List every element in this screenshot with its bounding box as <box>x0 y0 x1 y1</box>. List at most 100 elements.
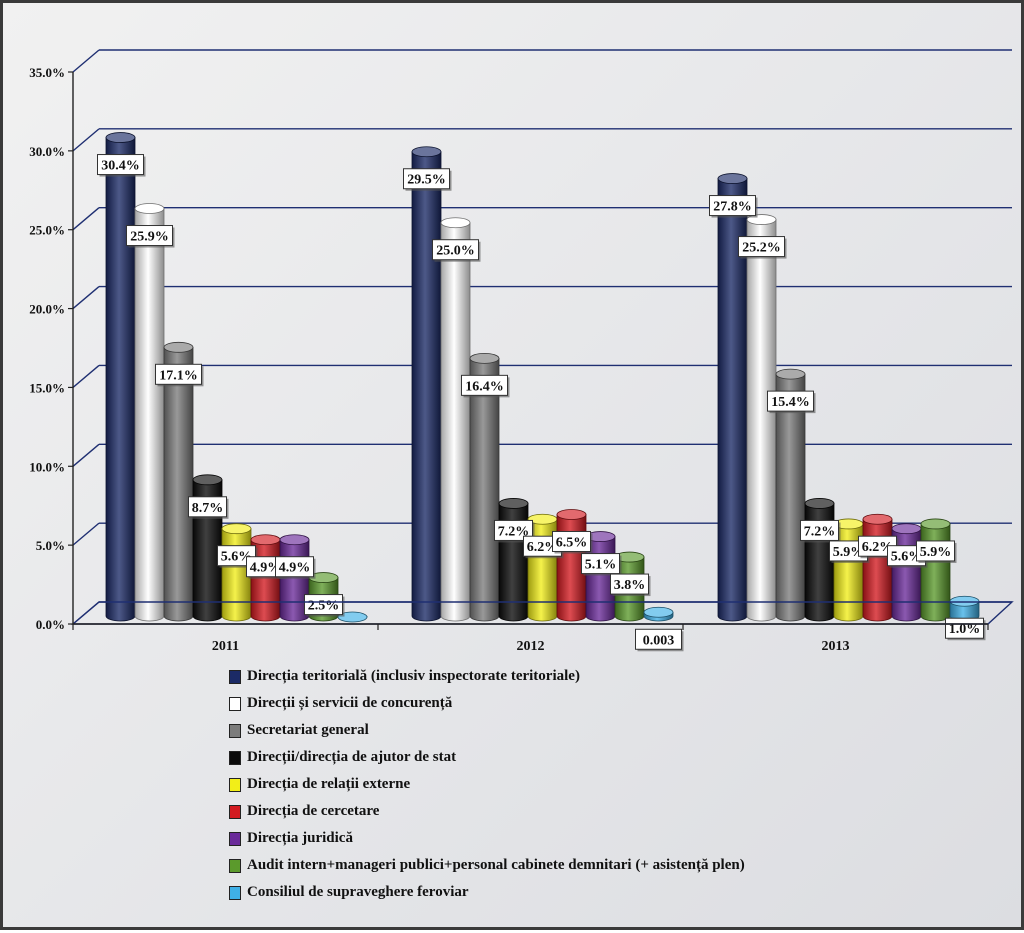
data-label: 7.2% <box>494 519 535 543</box>
y-tick-label: 35.0% <box>29 65 65 80</box>
bar <box>134 203 165 622</box>
x-tick-label: 2012 <box>517 639 545 654</box>
data-label-text: 6.5% <box>556 535 588 550</box>
data-label-text: 5.9% <box>833 545 865 560</box>
data-label-text: 25.0% <box>436 244 475 259</box>
bar-body <box>440 222 471 622</box>
bar <box>411 146 442 622</box>
data-label-text: 4.9% <box>250 561 282 576</box>
bar-body <box>469 357 500 622</box>
data-label: 0.003 <box>635 628 684 652</box>
data-label: 6.5% <box>552 530 593 554</box>
data-label-text: 7.2% <box>804 524 836 539</box>
data-label: 25.0% <box>432 239 481 262</box>
bar-top <box>279 534 310 546</box>
bar-top <box>804 498 835 509</box>
bar-top <box>134 203 165 214</box>
data-label: 15.4% <box>767 390 816 414</box>
bar <box>746 214 777 622</box>
legend-item: Direcții și servicii de concurență <box>229 690 1009 717</box>
data-label-text: 30.4% <box>101 159 140 174</box>
gridline-side <box>72 364 100 388</box>
data-label: 25.2% <box>738 236 787 259</box>
data-label-text: 25.2% <box>742 241 781 256</box>
y-tick-label: 5.0% <box>36 538 65 553</box>
legend-swatch <box>229 885 241 900</box>
bar-top <box>643 606 674 618</box>
gridline-side <box>72 128 100 152</box>
bar <box>469 352 500 622</box>
bar-top <box>775 368 806 380</box>
bar-body <box>411 151 442 622</box>
gridline-side <box>72 49 100 73</box>
data-label-text: 16.4% <box>465 379 504 394</box>
gridline-side <box>72 443 100 467</box>
bar-body <box>920 523 951 622</box>
bar-top <box>411 146 442 158</box>
gridline-side <box>72 207 100 231</box>
legend-swatch <box>229 723 241 738</box>
bar <box>717 173 748 622</box>
y-tick-label: 15.0% <box>29 380 65 395</box>
bar-top <box>337 611 368 623</box>
bar-top <box>440 217 471 229</box>
data-label-text: 5.6% <box>221 550 253 565</box>
bar-body <box>163 346 194 622</box>
legend-label: Audit intern+manageri publici+personal c… <box>247 857 745 873</box>
bar-top <box>498 498 529 509</box>
data-label: 16.4% <box>461 374 510 398</box>
bar <box>920 518 951 622</box>
bar <box>949 595 980 622</box>
y-tick-label: 25.0% <box>29 223 65 238</box>
legend-item: Direcția juridică <box>229 825 1009 852</box>
bar-top <box>949 595 980 607</box>
data-label-text: 3.8% <box>614 578 646 593</box>
bar-top <box>920 518 951 530</box>
data-label: 5.1% <box>581 553 622 576</box>
legend-swatch <box>229 777 241 792</box>
bar-body <box>746 219 777 622</box>
data-label-text: 29.5% <box>407 173 446 188</box>
legend-item: Direcții/direcția de ajutor de stat <box>229 744 1009 771</box>
data-label: 29.5% <box>403 168 452 191</box>
gridline-side <box>72 286 100 310</box>
legend-item: Consiliul de supraveghere feroviar <box>229 879 1009 906</box>
y-tick-label: 10.0% <box>29 459 65 474</box>
bar <box>643 606 674 622</box>
data-label-text: 1.0% <box>949 622 981 637</box>
legend-label: Direcții și servicii de concurență <box>247 695 453 711</box>
legend-swatch <box>229 669 241 684</box>
bar-body <box>134 208 165 622</box>
bar-top <box>250 534 281 546</box>
x-tick-label: 2013 <box>822 639 850 654</box>
bar-top <box>469 352 500 364</box>
y-tick-label: 20.0% <box>29 302 65 317</box>
gridline-side <box>72 522 100 546</box>
data-label-text: 0.003 <box>643 633 675 648</box>
data-label-text: 8.7% <box>192 501 224 516</box>
bar-chart: 30.4% 29.5% 27.8% 25.9% 25.0% 25.2% 17.1% 16.4%… <box>29 49 1014 654</box>
data-label: 7.2% <box>800 519 841 543</box>
data-label-text: 17.1% <box>159 368 198 383</box>
data-label: 5.9% <box>916 540 957 563</box>
bar-top <box>105 132 136 143</box>
legend-label: Direcția de relații externe <box>247 776 411 792</box>
legend-swatch <box>229 750 241 765</box>
data-label-text: 27.8% <box>713 200 752 215</box>
legend-item: Direcția teritorială (inclusiv inspector… <box>229 663 1009 690</box>
data-label: 4.9% <box>275 556 316 579</box>
data-label: 8.7% <box>188 496 229 519</box>
data-label-text: 15.4% <box>771 395 810 410</box>
legend-item: Direcția de cercetare <box>229 798 1009 825</box>
legend-swatch <box>229 831 241 846</box>
legend-item: Audit intern+manageri publici+personal c… <box>229 852 1009 879</box>
legend-swatch <box>229 804 241 819</box>
bar <box>440 217 471 622</box>
legend-label: Direcția teritorială (inclusiv inspector… <box>247 668 580 684</box>
bar-top <box>556 509 587 520</box>
data-label-text: 6.2% <box>527 540 559 555</box>
data-label-text: 7.2% <box>498 524 530 539</box>
x-tick-label: 2011 <box>212 639 239 654</box>
data-label: 1.0% <box>945 617 986 641</box>
